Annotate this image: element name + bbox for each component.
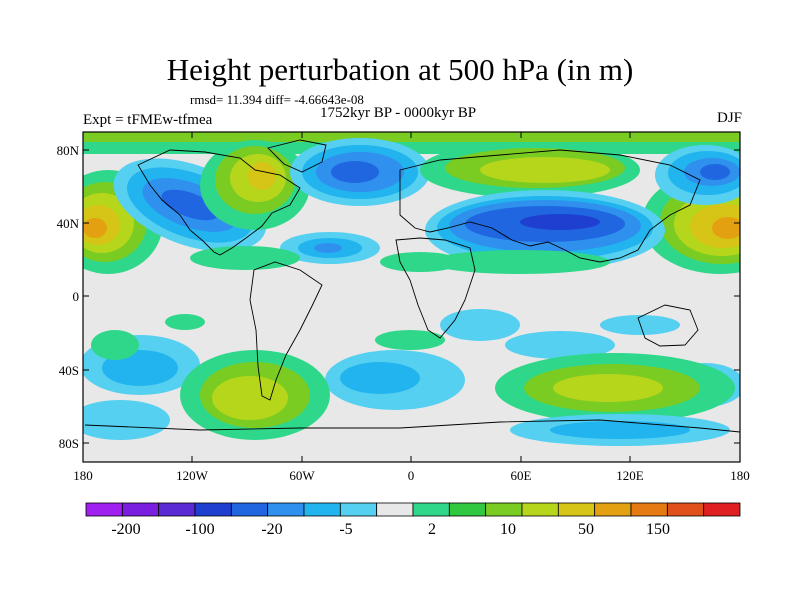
colorbar-box bbox=[158, 502, 196, 517]
colorbar-box bbox=[267, 502, 305, 517]
colorbar-box bbox=[194, 502, 232, 517]
lon-label-180w: 180 bbox=[73, 468, 93, 483]
season-label: DJF bbox=[716, 110, 742, 126]
colorbar bbox=[85, 502, 741, 517]
colorbar-box bbox=[448, 502, 487, 517]
colorbar-label: -20 bbox=[261, 521, 282, 538]
colorbar-box bbox=[703, 502, 741, 517]
colorbar-box bbox=[594, 502, 632, 517]
lat-label-40n: 40N bbox=[57, 216, 80, 231]
lat-label-80s: 80S bbox=[59, 436, 79, 451]
colorbar-label: 10 bbox=[500, 521, 516, 538]
colorbar-box bbox=[557, 502, 596, 517]
lat-label-0: 0 bbox=[73, 289, 80, 304]
colorbar-box bbox=[630, 502, 668, 517]
colorbar-box bbox=[666, 502, 705, 517]
colorbar-label: -5 bbox=[339, 521, 352, 538]
lon-label-0: 0 bbox=[408, 468, 415, 483]
colorbar-box bbox=[412, 502, 450, 517]
lon-label-180e: 180 bbox=[730, 468, 750, 483]
contour-field bbox=[83, 132, 740, 462]
colorbar-label: 50 bbox=[578, 521, 594, 538]
lon-label-120e: 120E bbox=[616, 468, 644, 483]
colorbar-box bbox=[521, 502, 559, 517]
coastlines bbox=[84, 139, 740, 433]
lon-label-60e: 60E bbox=[511, 468, 532, 483]
colorbar-label: -100 bbox=[185, 521, 214, 538]
colorbar-label: 2 bbox=[428, 521, 436, 538]
map-title: Height perturbation at 500 hPa (in m) bbox=[166, 52, 634, 87]
colorbar-box bbox=[303, 502, 341, 517]
period-label: 1752kyr BP - 0000kyr BP bbox=[320, 105, 477, 121]
colorbar-box bbox=[376, 502, 414, 517]
colorbar-box bbox=[121, 502, 160, 517]
colorbar-box bbox=[339, 502, 378, 517]
colorbar-labels: -200 -100 -20 -5 2 10 50 150 bbox=[111, 521, 670, 538]
tick-marks bbox=[82, 132, 741, 462]
colorbar-box bbox=[485, 502, 523, 517]
colorbar-label: 150 bbox=[646, 521, 670, 538]
lat-label-80n: 80N bbox=[57, 143, 80, 158]
lat-label-40s: 40S bbox=[59, 363, 79, 378]
colorbar-label: -200 bbox=[111, 521, 140, 538]
experiment-label: Expt = tFMEw-tfmea bbox=[83, 112, 213, 128]
colorbar-box bbox=[230, 502, 269, 517]
lon-label-60w: 60W bbox=[289, 468, 315, 483]
colorbar-box bbox=[85, 502, 123, 517]
stats-line: rmsd= 11.394 diff= -4.66643e-08 bbox=[190, 92, 364, 107]
lon-label-120w: 120W bbox=[176, 468, 209, 483]
